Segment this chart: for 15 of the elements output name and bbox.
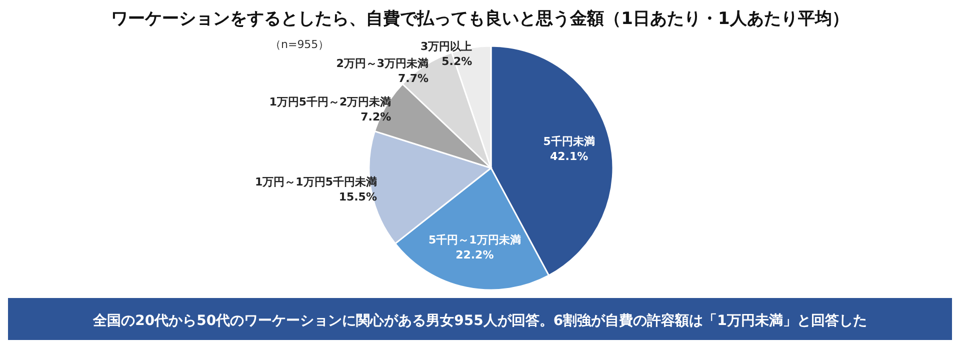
text: 全国の20代から50代のワーケーションに関心がある男女955人が回答。6割強が自費の許容額は「1万円未満」と回答した [92,312,867,329]
slice-label: 5千円未満 [543,134,595,148]
slice-label: 5千円～1万円未満 [428,233,521,246]
data-label: 15.5% [338,190,377,204]
data-label: 7.7% [398,72,429,85]
chart-title: ワーケーションをするとしたら、自費で払っても良いと思う金額（1日あたり・1人あたり平均） [111,9,849,29]
data-label: 5.2% [442,55,472,68]
text: （n=955） [270,38,330,51]
slice-label: 1万円5千円～2万円未満 [269,96,392,109]
data-label: 22.2% [456,248,494,262]
slice-label: 1万円～1万円5千円未満 [255,175,377,188]
slice-label: 3万円以上 [420,40,472,54]
data-label: 42.1% [550,150,588,163]
data-label: 7.2% [360,110,392,124]
slice-label: 2万円～3万円未満 [336,56,429,70]
